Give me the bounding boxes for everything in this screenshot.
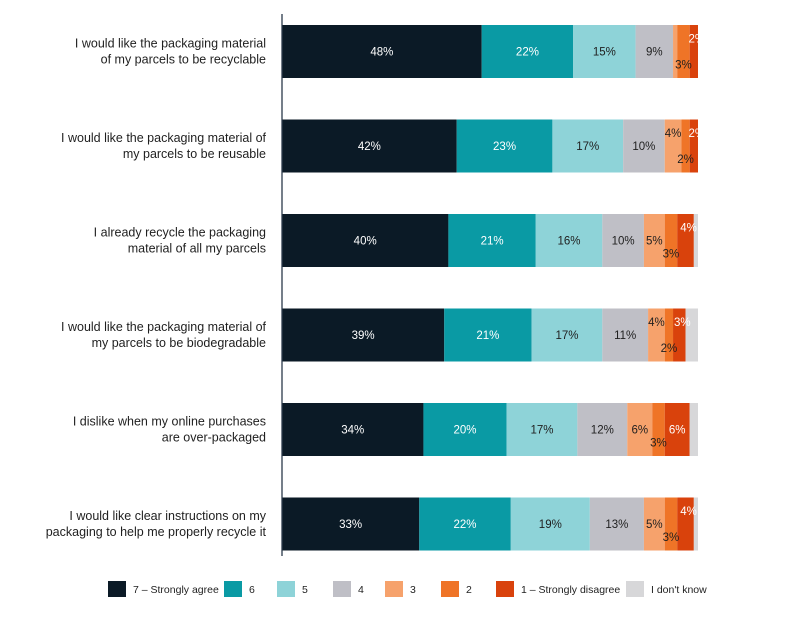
- value-label: 2%: [689, 128, 706, 140]
- category-label-line: packaging to help me properly recycle it: [46, 525, 267, 539]
- bar-row: I already recycle the packaging material …: [94, 214, 698, 267]
- value-label: 2%: [689, 34, 706, 46]
- category-label-line: material of all my parcels: [128, 242, 266, 256]
- stacked-bar-chart: I would like the packaging material of my…: [0, 0, 809, 625]
- value-label: 6%: [669, 425, 686, 437]
- category-label-line: I dislike when my online purchases: [73, 415, 266, 429]
- legend-swatch: [108, 581, 126, 597]
- category-label-line: I would like the packaging material: [75, 37, 266, 51]
- legend-label: 2: [466, 584, 472, 596]
- bar-row: I would like the packaging material of my…: [61, 309, 698, 362]
- legend-label: 3: [410, 584, 416, 596]
- category-label-line: I would like the packaging material of: [61, 131, 267, 145]
- legend-item: 6: [224, 581, 255, 597]
- category-label: I would like the packaging material of my…: [61, 320, 267, 350]
- value-label: 48%: [370, 47, 393, 59]
- category-label-line: my parcels to be reusable: [123, 147, 266, 161]
- legend-swatch: [496, 581, 514, 597]
- value-label: 10%: [632, 141, 655, 153]
- value-label: 5%: [646, 236, 663, 248]
- value-label: 16%: [558, 236, 581, 248]
- category-label: I would like clear instructions on my pac…: [46, 509, 267, 539]
- legend-label: 5: [302, 584, 308, 596]
- value-label: 3%: [663, 249, 680, 261]
- category-label-line: I already recycle the packaging: [94, 226, 266, 240]
- value-label: 4%: [665, 128, 682, 140]
- chart-legend: 7 – Strongly agree 6 5 4 3 2 1 – Strongly disa…: [108, 581, 707, 597]
- value-label: 33%: [339, 519, 362, 531]
- value-label: 11%: [614, 330, 636, 342]
- legend-swatch: [224, 581, 242, 597]
- bar-row: I would like the packaging material of my…: [75, 25, 705, 78]
- bar-segment: [690, 403, 698, 456]
- value-label: 21%: [481, 236, 504, 248]
- value-label: 17%: [530, 425, 553, 437]
- value-label: 9%: [646, 47, 663, 59]
- value-label: 4%: [648, 317, 665, 329]
- legend-swatch: [333, 581, 351, 597]
- value-label: 23%: [493, 141, 516, 153]
- category-label-line: I would like clear instructions on my: [69, 509, 266, 523]
- value-label: 34%: [341, 425, 364, 437]
- value-label: 22%: [454, 519, 477, 531]
- value-label: 2%: [677, 154, 694, 166]
- legend-swatch: [441, 581, 459, 597]
- value-label: 17%: [555, 330, 578, 342]
- value-label: 20%: [454, 425, 477, 437]
- category-label-line: my parcels to be biodegradable: [92, 336, 266, 350]
- value-label: 19%: [539, 519, 562, 531]
- category-label: I dislike when my online purchases are ov…: [73, 415, 266, 445]
- legend-swatch: [626, 581, 644, 597]
- value-label: 2%: [661, 343, 678, 355]
- value-label: 15%: [593, 47, 616, 59]
- legend-item: 4: [333, 581, 364, 597]
- value-label: 39%: [352, 330, 375, 342]
- value-label: 21%: [476, 330, 499, 342]
- legend-swatch: [385, 581, 403, 597]
- value-label: 17%: [576, 141, 599, 153]
- value-label: 12%: [591, 425, 614, 437]
- value-label: 3%: [675, 60, 692, 72]
- legend-label: 6: [249, 584, 255, 596]
- value-label: 4%: [680, 506, 697, 518]
- category-label-line: I would like the packaging material of: [61, 320, 267, 334]
- category-label: I would like the packaging material of my…: [75, 37, 266, 67]
- legend-label: 7 – Strongly agree: [133, 584, 219, 596]
- category-label: I already recycle the packaging material …: [94, 226, 266, 256]
- legend-item: 5: [277, 581, 308, 597]
- category-label-line: of my parcels to be recyclable: [101, 53, 266, 67]
- value-label: 13%: [605, 519, 628, 531]
- category-label: I would like the packaging material of my…: [61, 131, 267, 161]
- legend-swatch: [277, 581, 295, 597]
- legend-item: 7 – Strongly agree: [108, 581, 219, 597]
- value-label: 40%: [354, 236, 377, 248]
- chart-rows: I would like the packaging material of my…: [46, 25, 705, 551]
- legend-label: 1 – Strongly disagree: [521, 584, 620, 596]
- legend-item: 2: [441, 581, 472, 597]
- category-label-line: are over-packaged: [162, 431, 266, 445]
- legend-item: 1 – Strongly disagree: [496, 581, 620, 597]
- value-label: 4%: [680, 223, 697, 235]
- value-label: 3%: [650, 438, 667, 450]
- bar-row: I dislike when my online purchases are ov…: [73, 403, 698, 456]
- bar-row: I would like clear instructions on my pac…: [46, 498, 698, 551]
- value-label: 3%: [663, 532, 680, 544]
- value-label: 5%: [646, 519, 663, 531]
- value-label: 10%: [612, 236, 635, 248]
- legend-label: I don't know: [651, 584, 707, 596]
- legend-item: I don't know: [626, 581, 707, 597]
- legend-item: 3: [385, 581, 416, 597]
- value-label: 3%: [674, 317, 691, 329]
- value-label: 22%: [516, 47, 539, 59]
- bar-row: I would like the packaging material of my…: [61, 120, 705, 173]
- value-label: 6%: [631, 425, 648, 437]
- legend-label: 4: [358, 584, 364, 596]
- value-label: 42%: [358, 141, 381, 153]
